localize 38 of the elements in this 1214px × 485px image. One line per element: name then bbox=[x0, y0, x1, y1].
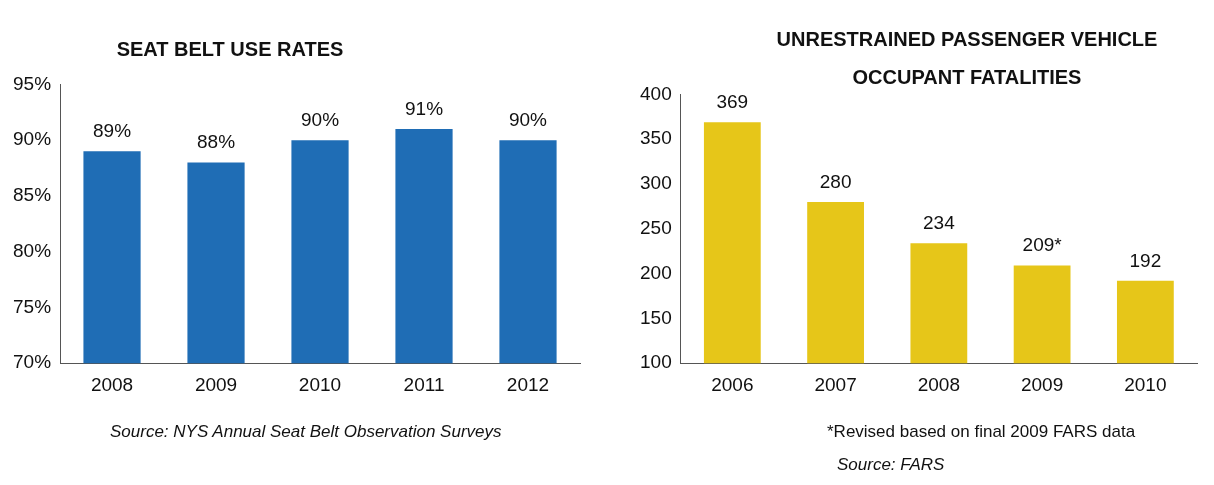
data-label: 234 bbox=[923, 211, 956, 233]
chart-title: UNRESTRAINED PASSENGER VEHICLE OCCUPANT FATALITIES bbox=[776, 28, 1158, 88]
x-tick-label: 2008 bbox=[917, 373, 960, 395]
y-tick-label: 200 bbox=[640, 261, 672, 283]
y-tick-label: 85% bbox=[13, 184, 52, 206]
data-label: 91% bbox=[404, 97, 444, 119]
y-tick-label: 70% bbox=[13, 351, 52, 373]
source-note: Source: FARS bbox=[837, 455, 945, 475]
x-tick-label: 2007 bbox=[814, 373, 857, 395]
y-tick-label: 75% bbox=[13, 295, 52, 317]
y-tick-label: 250 bbox=[640, 217, 672, 239]
data-label: 192 bbox=[1129, 249, 1162, 271]
y-tick-label: 95% bbox=[13, 72, 52, 94]
y-tick-label: 350 bbox=[640, 127, 672, 149]
y-tick-label: 300 bbox=[640, 172, 672, 194]
y-tick-label: 150 bbox=[640, 306, 672, 328]
y-tick-label: 100 bbox=[640, 351, 672, 373]
y-tick-label: 80% bbox=[13, 239, 52, 261]
text: *Revised based on final 2009 FARS data bbox=[827, 422, 1136, 442]
x-tick-label: 2009 bbox=[194, 373, 238, 395]
x-tick-label: 2006 bbox=[711, 373, 754, 395]
x-tick-label: 2009 bbox=[1020, 373, 1064, 395]
data-label: 209* bbox=[1022, 234, 1063, 256]
data-label: 90% bbox=[508, 108, 548, 130]
data-label: 88% bbox=[197, 131, 236, 153]
data-label: 90% bbox=[301, 108, 340, 130]
x-tick-label: 2010 bbox=[1124, 373, 1167, 395]
x-tick-label: 2010 bbox=[298, 373, 342, 395]
y-tick-label: 90% bbox=[13, 128, 52, 150]
source-note: Source: NYS Annual Seat Belt Observation Surveys bbox=[110, 422, 502, 442]
chart-title: SEAT BELT USE RATES bbox=[115, 37, 345, 62]
x-tick-label: 2012 bbox=[506, 373, 550, 395]
data-label: 89% bbox=[93, 120, 132, 142]
data-label: 280 bbox=[819, 170, 852, 192]
x-tick-label: 2008 bbox=[90, 373, 134, 395]
x-tick-label: 2011 bbox=[403, 373, 445, 395]
data-label: 369 bbox=[716, 90, 749, 112]
y-tick-label: 400 bbox=[640, 82, 672, 104]
